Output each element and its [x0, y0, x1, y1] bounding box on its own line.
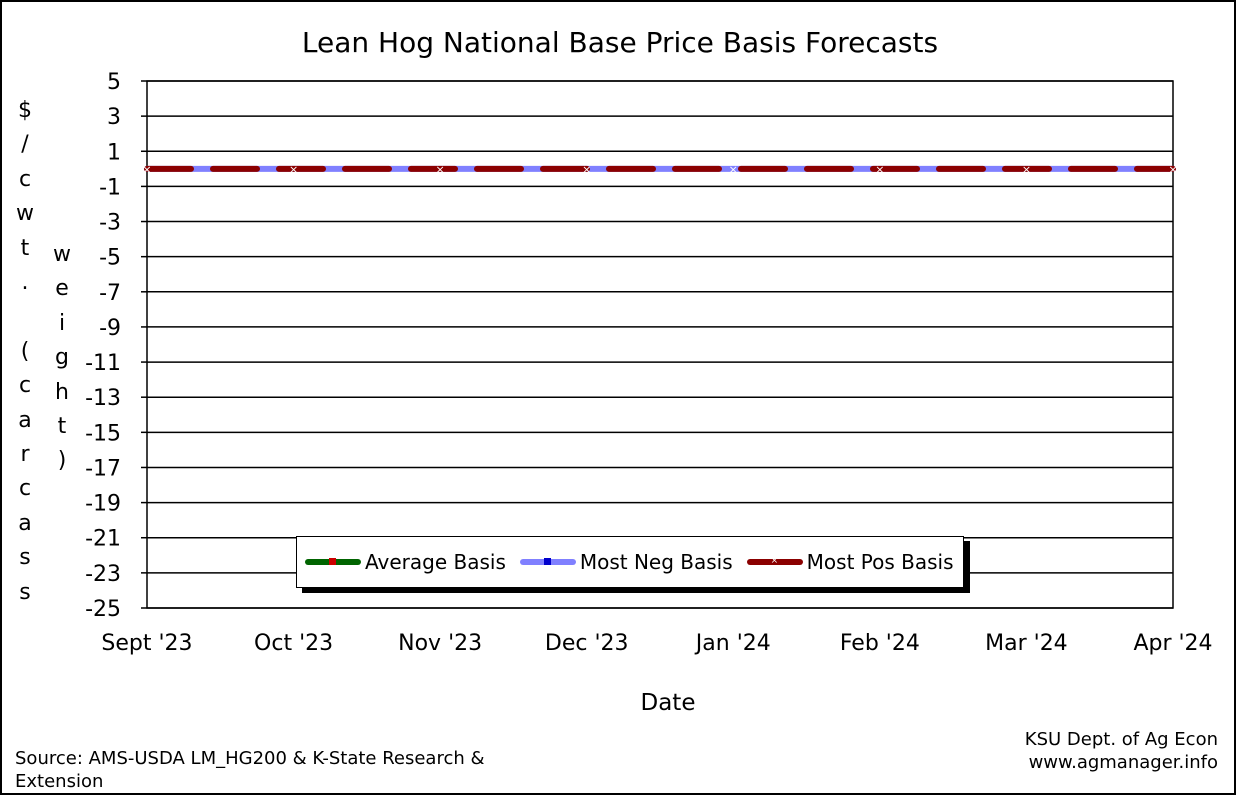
legend-item-most-pos-basis: × Most Pos Basis [746, 550, 960, 574]
x-axis-label: Date [640, 690, 696, 716]
data-point-marker: × [436, 163, 445, 176]
data-point-marker: × [1022, 163, 1031, 176]
legend-swatch-most-pos-basis: × [746, 556, 803, 566]
chart-title: Lean Hog National Base Price Basis Forec… [301, 26, 939, 59]
data-point-marker: × [582, 163, 591, 176]
x-tick-label: Oct '23 [254, 631, 333, 656]
y-tick-label: -13 [85, 386, 121, 411]
credit-note: KSU Dept. of Ag Econ www.agmanager.info [1025, 728, 1218, 774]
x-tick-label: Nov '23 [398, 631, 482, 656]
credit-line-2: www.agmanager.info [1028, 752, 1218, 773]
y-tick-label: 3 [107, 105, 121, 130]
y-tick-label: -25 [85, 597, 121, 622]
data-point-marker: × [875, 163, 884, 176]
legend-label-most-neg-basis: Most Neg Basis [579, 550, 733, 574]
y-axis-label-secondary: w e i g h t ) [53, 242, 71, 474]
square-marker-icon [543, 558, 551, 565]
x-tick-label: Apr '24 [1133, 631, 1212, 656]
y-tick-label: 1 [107, 140, 121, 165]
y-axis-label: $ / c w t . ( c a r c a s s [16, 98, 34, 605]
x-tick-label: Sept '23 [101, 631, 192, 656]
y-tick-label: -1 [99, 175, 121, 200]
legend-swatch-average-basis [305, 558, 361, 565]
y-tick-label: -21 [85, 527, 121, 552]
y-tick-label: -5 [99, 246, 121, 271]
y-tick-label: -9 [99, 316, 121, 341]
y-tick-label: -19 [85, 492, 121, 517]
legend-item-most-neg-basis: Most Neg Basis [519, 550, 739, 574]
y-tick-label: -17 [85, 456, 121, 481]
legend-label-most-pos-basis: Most Pos Basis [806, 550, 954, 574]
y-tick-label: 5 [107, 70, 121, 95]
data-point-marker: × [729, 163, 738, 176]
y-tick-label: -11 [85, 351, 121, 376]
credit-line-1: KSU Dept. of Ag Econ [1024, 729, 1218, 750]
x-tick-label: Dec '23 [545, 631, 629, 656]
legend-swatch-most-neg-basis [519, 558, 576, 565]
y-tick-label: -3 [99, 211, 121, 236]
source-note: Source: AMS-USDA LM_HG200 & K-State Rese… [15, 748, 485, 792]
legend-label-average-basis: Average Basis [365, 550, 506, 574]
legend: Average Basis Most Neg Basis × Most Pos … [296, 536, 964, 588]
x-tick-label: Mar '24 [985, 631, 1068, 656]
data-point-marker: × [1168, 163, 1177, 176]
square-marker-icon [329, 558, 336, 565]
data-point-marker: × [289, 163, 298, 176]
legend-item-average-basis: Average Basis [305, 550, 512, 574]
data-point-marker: × [142, 163, 151, 176]
x-tick-label: Jan '24 [694, 631, 771, 656]
x-tick-label: Feb '24 [840, 631, 920, 656]
y-tick-label: -15 [85, 421, 121, 446]
y-tick-label: -7 [99, 281, 121, 306]
y-tick-label: -23 [85, 562, 121, 587]
x-marker-icon: × [770, 556, 779, 566]
plot-area [146, 80, 1174, 609]
